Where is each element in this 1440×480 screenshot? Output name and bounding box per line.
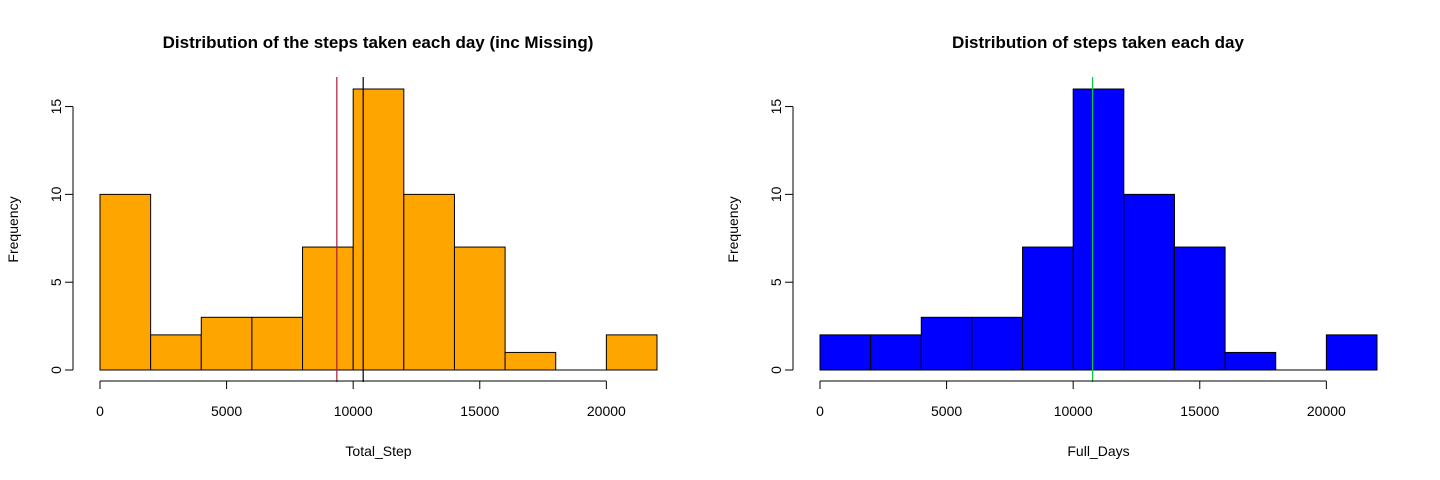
histogram-bar: [150, 334, 202, 371]
chart-title: Distribution of the steps taken each day…: [163, 33, 594, 52]
chart-title: Distribution of steps taken each day: [952, 33, 1244, 52]
x-tick-label: 10000: [334, 403, 373, 419]
histogram-bar: [200, 316, 253, 371]
x-tick-label: 15000: [460, 403, 499, 419]
x-tick-label: 20000: [1307, 403, 1346, 419]
histogram-bar: [870, 334, 922, 371]
histogram-bar: [99, 193, 152, 371]
y-tick-label: 10: [768, 186, 784, 202]
histogram-bar: [302, 246, 354, 371]
histogram-bar: [1173, 246, 1226, 371]
y-tick-label: 15: [768, 99, 784, 115]
histogram-bar: [251, 316, 304, 371]
histogram-bar: [453, 246, 506, 371]
histogram-bar: [971, 316, 1024, 371]
y-axis-label: Frequency: [725, 196, 741, 262]
y-tick-label: 5: [48, 278, 64, 286]
histogram-bar: [1224, 351, 1277, 371]
y-tick-label: 0: [768, 366, 784, 374]
y-tick-label: 0: [48, 366, 64, 374]
y-tick-label: 5: [768, 278, 784, 286]
y-tick-label: 15: [48, 99, 64, 115]
x-tick-label: 15000: [1180, 403, 1219, 419]
histogram-bar: [605, 334, 658, 371]
chart-panel-2: Distribution of steps taken each day 0 500…: [725, 33, 1378, 459]
histogram-bar: [819, 334, 872, 371]
histogram-bar: [403, 193, 455, 371]
x-tick-label: 0: [816, 403, 824, 419]
histogram-bar: [920, 316, 973, 371]
y-tick-label: 10: [48, 186, 64, 202]
chart-panel-1: Distribution of the steps taken each day…: [5, 33, 658, 459]
x-axis-label: Full_Days: [1067, 443, 1129, 459]
y-axis-label: Frequency: [5, 196, 21, 262]
x-tick-label: 5000: [211, 403, 242, 419]
x-tick-label: 10000: [1054, 403, 1093, 419]
histogram-bar: [352, 88, 405, 371]
x-tick-label: 5000: [931, 403, 962, 419]
histogram-bar: [1022, 246, 1074, 371]
histogram-bar: [504, 351, 557, 371]
histogram-bar: [1072, 88, 1125, 371]
x-axis-label: Total_Step: [345, 443, 411, 459]
histogram-bar: [1123, 193, 1175, 371]
x-tick-label: 0: [96, 403, 104, 419]
x-tick-label: 20000: [587, 403, 626, 419]
histogram-bar: [1325, 334, 1378, 371]
